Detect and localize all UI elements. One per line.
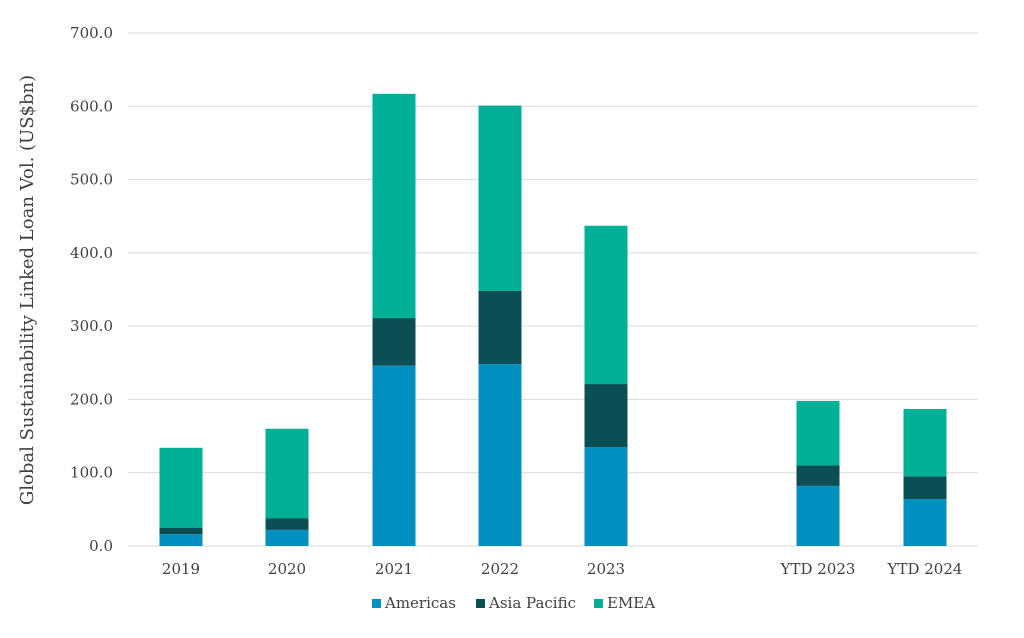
legend-swatch [476, 599, 485, 608]
y-tick-label: 500.0 [70, 171, 113, 189]
legend-swatch [594, 599, 603, 608]
legend-label: Americas [384, 594, 456, 612]
legend: Americas Asia Pacific EMEA [372, 594, 655, 612]
y-tick-label: 100.0 [70, 464, 113, 482]
bar-segment-emea [584, 225, 628, 385]
bar-segment-americas [903, 499, 947, 546]
legend-label: EMEA [607, 594, 655, 612]
y-tick-label: 700.0 [70, 24, 113, 42]
bar-segment-americas [159, 534, 203, 546]
y-tick-label: 300.0 [70, 317, 113, 335]
bar-segment-asia-pacific [478, 290, 522, 365]
bars [159, 93, 947, 546]
bar-segment-americas [372, 365, 416, 546]
bar-segment-emea [265, 428, 309, 519]
legend-swatch [372, 599, 381, 608]
legend-item-asia-pacific: Asia Pacific [476, 594, 576, 612]
bar-segment-americas [796, 485, 840, 546]
bar-segment-americas [584, 447, 628, 546]
bar-segment-emea [372, 93, 416, 319]
y-tick-label: 0.0 [89, 537, 113, 555]
bar-segment-asia-pacific [903, 476, 947, 500]
bar-segment-emea [796, 400, 840, 466]
x-category-label: YTD 2023 [780, 560, 856, 578]
legend-item-americas: Americas [372, 594, 456, 612]
y-axis-title: Global Sustainability Linked Loan Vol. (… [17, 75, 38, 505]
x-category-label: 2020 [268, 560, 306, 578]
x-category-label: 2022 [481, 560, 519, 578]
x-category-label: 2021 [375, 560, 413, 578]
x-category-label: 2019 [162, 560, 200, 578]
x-category-label: YTD 2024 [887, 560, 963, 578]
legend-label: Asia Pacific [488, 594, 576, 612]
bar-segment-americas [478, 364, 522, 546]
gridlines [128, 32, 978, 547]
y-tick-label: 200.0 [70, 390, 113, 408]
bar-segment-asia-pacific [372, 318, 416, 366]
y-axis-ticks: 0.0 100.0 200.0 300.0 400.0 500.0 600.0 700.0 [70, 24, 113, 555]
y-tick-label: 400.0 [70, 244, 113, 262]
x-category-label: 2023 [587, 560, 625, 578]
bar-segment-asia-pacific [159, 527, 203, 535]
x-axis-categories: 2019 2020 2021 2022 2023 YTD 2023 YTD 2024 [162, 560, 963, 578]
bar-segment-emea [903, 408, 947, 477]
bar-segment-emea [159, 447, 203, 528]
bar-segment-asia-pacific [796, 465, 840, 486]
bar-segment-asia-pacific [265, 518, 309, 530]
bar-segment-emea [478, 105, 522, 291]
y-tick-label: 600.0 [70, 97, 113, 115]
bar-segment-asia-pacific [584, 384, 628, 448]
bar-segment-americas [265, 529, 309, 546]
legend-item-emea: EMEA [594, 594, 655, 612]
